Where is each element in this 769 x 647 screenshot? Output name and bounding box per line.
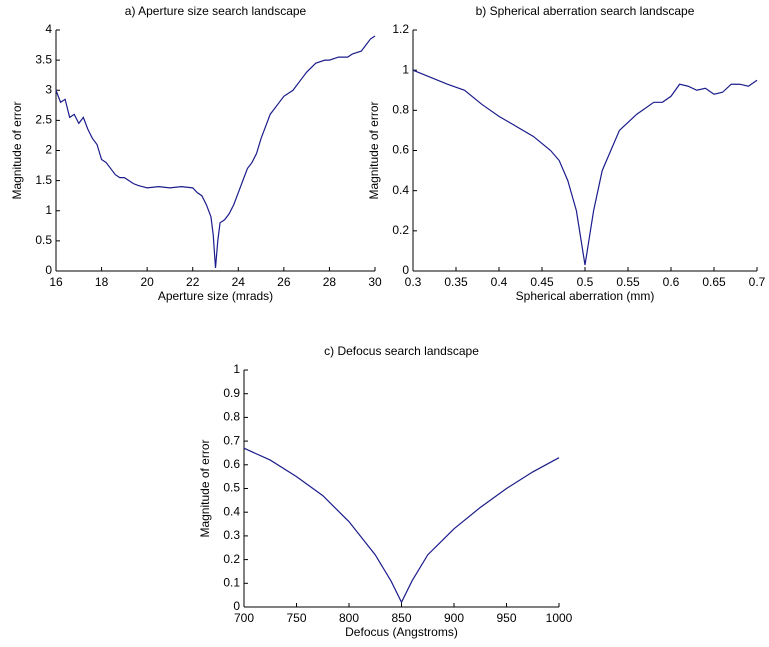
y-tick-label: 1 bbox=[233, 362, 240, 376]
y-tick-label: 2.5 bbox=[35, 113, 52, 127]
x-tick-label: 800 bbox=[339, 611, 359, 625]
x-tick-label: 850 bbox=[391, 611, 411, 625]
y-tick-label: 3.5 bbox=[35, 52, 52, 66]
chart-title: a) Aperture size search landscape bbox=[125, 4, 307, 18]
data-line bbox=[55, 35, 376, 269]
y-tick-label: 0.9 bbox=[223, 386, 240, 400]
x-tick-label: 1000 bbox=[546, 611, 573, 625]
y-tick-label: 0.5 bbox=[35, 233, 52, 247]
x-axis-label: Defocus (Angstroms) bbox=[345, 625, 458, 639]
x-tick-label: 750 bbox=[286, 611, 306, 625]
x-axis-label: Spherical aberration (mm) bbox=[516, 289, 655, 303]
data-line bbox=[412, 69, 758, 266]
y-tick-label: 0 bbox=[45, 263, 52, 277]
x-tick-label: 0.65 bbox=[702, 275, 726, 289]
y-tick-label: 0.6 bbox=[392, 143, 409, 157]
y-tick-label: 1.5 bbox=[35, 173, 52, 187]
y-axis-label: Magnitude of error bbox=[10, 101, 24, 199]
x-tick-label: 16 bbox=[49, 275, 63, 289]
x-tick-label: 900 bbox=[444, 611, 464, 625]
y-tick-label: 0.4 bbox=[392, 183, 409, 197]
y-tick-label: 0 bbox=[402, 263, 409, 277]
x-tick-label: 30 bbox=[368, 275, 382, 289]
data-line bbox=[243, 447, 560, 604]
y-tick-label: 2 bbox=[45, 143, 52, 157]
x-tick-label: 0.55 bbox=[616, 275, 640, 289]
x-tick-label: 24 bbox=[232, 275, 246, 289]
x-tick-label: 26 bbox=[277, 275, 291, 289]
y-tick-label: 0 bbox=[233, 599, 240, 613]
y-tick-label: 0.6 bbox=[223, 457, 240, 471]
x-tick-label: 18 bbox=[95, 275, 109, 289]
y-tick-label: 0.8 bbox=[223, 410, 240, 424]
x-tick-label: 0.5 bbox=[577, 275, 594, 289]
y-tick-label: 3 bbox=[45, 82, 52, 96]
y-tick-label: 0.2 bbox=[223, 552, 240, 566]
y-tick-label: 0.2 bbox=[392, 223, 409, 237]
y-tick-label: 1.2 bbox=[392, 22, 409, 36]
x-tick-label: 22 bbox=[186, 275, 200, 289]
y-tick-label: 1 bbox=[45, 203, 52, 217]
y-tick-label: 0.8 bbox=[392, 103, 409, 117]
x-tick-label: 0.4 bbox=[491, 275, 508, 289]
x-tick-label: 0.6 bbox=[663, 275, 680, 289]
y-tick-label: 1 bbox=[402, 62, 409, 76]
y-tick-label: 0.3 bbox=[223, 528, 240, 542]
x-tick-label: 950 bbox=[496, 611, 516, 625]
x-tick-label: 0.35 bbox=[444, 275, 468, 289]
x-tick-label: 0.45 bbox=[530, 275, 554, 289]
y-axis-label: Magnitude of error bbox=[367, 101, 381, 199]
x-tick-label: 0.3 bbox=[405, 275, 422, 289]
x-tick-label: 20 bbox=[140, 275, 154, 289]
x-tick-label: 28 bbox=[323, 275, 337, 289]
x-axis-label: Aperture size (mrads) bbox=[158, 289, 273, 303]
y-tick-label: 0.1 bbox=[223, 575, 240, 589]
x-tick-label: 0.7 bbox=[749, 275, 766, 289]
chart-title: c) Defocus search landscape bbox=[324, 344, 479, 358]
y-axis-label: Magnitude of error bbox=[198, 439, 212, 537]
y-tick-label: 0.5 bbox=[223, 481, 240, 495]
y-tick-label: 4 bbox=[45, 22, 52, 36]
y-tick-label: 0.7 bbox=[223, 433, 240, 447]
x-tick-label: 700 bbox=[234, 611, 254, 625]
chart-title: b) Spherical aberration search landscape bbox=[476, 4, 695, 18]
y-tick-label: 0.4 bbox=[223, 504, 240, 518]
